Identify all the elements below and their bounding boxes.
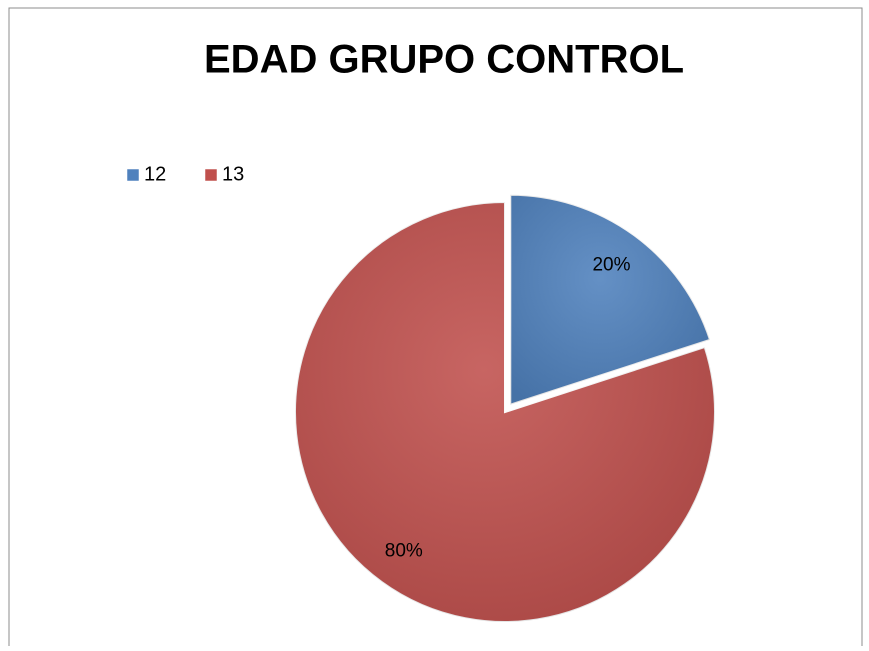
value-label: 80% xyxy=(385,540,423,561)
legend-label: 13 xyxy=(222,163,244,185)
legend-swatch xyxy=(204,168,218,182)
legend-swatch xyxy=(126,168,140,182)
chart-title: EDAD GRUPO CONTROL xyxy=(204,38,684,82)
value-label: 20% xyxy=(592,254,630,275)
pie-slice-shade xyxy=(295,202,715,623)
chart-frame xyxy=(8,7,863,646)
pie-slice-shade xyxy=(510,194,711,405)
legend-label: 12 xyxy=(144,163,166,185)
